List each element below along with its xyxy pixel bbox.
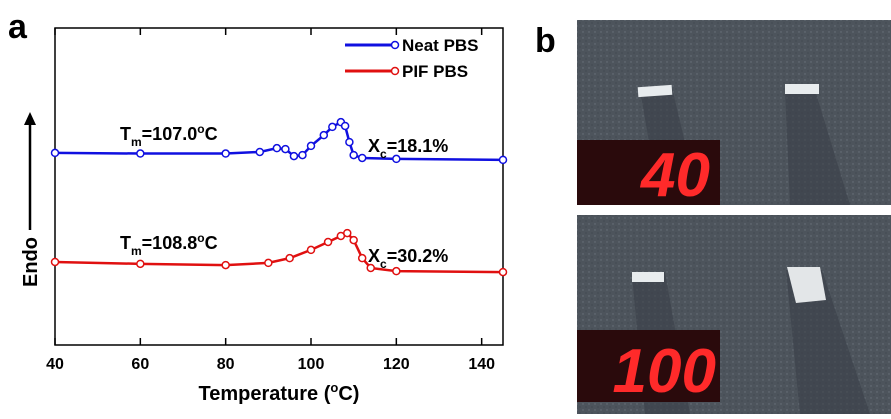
point (289, 151, 299, 161)
point (340, 121, 350, 131)
display (577, 330, 720, 402)
x-label-sup: o (330, 380, 338, 395)
annotation-text: =108.8 (142, 233, 198, 253)
sample (637, 84, 673, 98)
point (343, 228, 352, 238)
point (392, 154, 401, 164)
point (281, 144, 290, 154)
x-tick-label: 120 (383, 356, 410, 373)
annotation-sub: c (380, 257, 387, 271)
point (323, 237, 333, 247)
point (50, 148, 60, 158)
point (345, 137, 354, 147)
point (357, 253, 367, 263)
sample (632, 272, 664, 282)
point (255, 147, 265, 157)
annotation: Tm=108.8oC (120, 231, 218, 258)
annotation-tail: C (205, 124, 218, 144)
x-tick-label: 100 (298, 356, 325, 373)
point (221, 260, 230, 270)
annotation-text: =18.1% (387, 136, 449, 156)
point (319, 130, 329, 140)
annotation: Xc=18.1% (368, 136, 448, 161)
point (366, 263, 375, 273)
point (272, 143, 282, 153)
point (498, 267, 508, 277)
panel-label: a (8, 8, 28, 46)
point (285, 253, 294, 263)
x-tick-label: 40 (46, 356, 64, 373)
annotation-text: =107.0 (142, 124, 198, 144)
point (306, 141, 316, 151)
annotation-base: X (368, 136, 380, 156)
display (577, 140, 720, 205)
point (221, 149, 230, 158)
display-digits: 40 (639, 141, 710, 210)
y-axis-label: Endo (20, 237, 42, 287)
annotation: Xc=30.2% (368, 246, 448, 271)
shadow (785, 90, 850, 205)
annotation-sub: m (131, 244, 142, 258)
x-axis-label: Temperature (oC) (199, 380, 360, 405)
annotation-sub: c (380, 147, 387, 161)
panel-label: b (535, 22, 556, 60)
point (136, 149, 145, 158)
legend-marker (390, 66, 400, 76)
point (264, 258, 273, 268)
x-tick-label: 60 (131, 356, 149, 373)
annotation-base: T (120, 233, 131, 253)
point (298, 150, 307, 160)
point (349, 150, 358, 160)
annotation-base: X (368, 246, 380, 266)
annotation: Tm=107.0oC (120, 122, 218, 149)
point (357, 153, 367, 163)
display-digits: 100 (613, 337, 716, 406)
x-tick-label: 140 (468, 356, 495, 373)
plot-frame (54, 27, 504, 346)
annotation-tail: C (205, 233, 218, 253)
annotation-sup: o (197, 231, 204, 245)
legend-label: Neat PBS (402, 36, 479, 55)
x-label-text: Temperature ( (199, 383, 331, 405)
x-tick-label: 80 (217, 356, 235, 373)
point (328, 122, 337, 132)
point (50, 257, 60, 267)
point (498, 155, 508, 165)
y-axis-label-group: Endo (20, 112, 42, 287)
legend-marker (390, 40, 400, 50)
shadow (786, 270, 870, 414)
annotation-text: =30.2% (387, 246, 449, 266)
annotation-base: T (120, 124, 131, 144)
annotation-sub: m (131, 135, 142, 149)
point (136, 259, 145, 269)
sample (785, 84, 819, 94)
x-label-tail: C) (338, 383, 359, 405)
arrow-head (24, 112, 36, 125)
sample (787, 267, 826, 303)
point (349, 235, 358, 245)
annotation-sup: o (197, 122, 204, 136)
point (306, 245, 316, 255)
point (392, 266, 401, 276)
legend-label: PIF PBS (402, 62, 468, 81)
